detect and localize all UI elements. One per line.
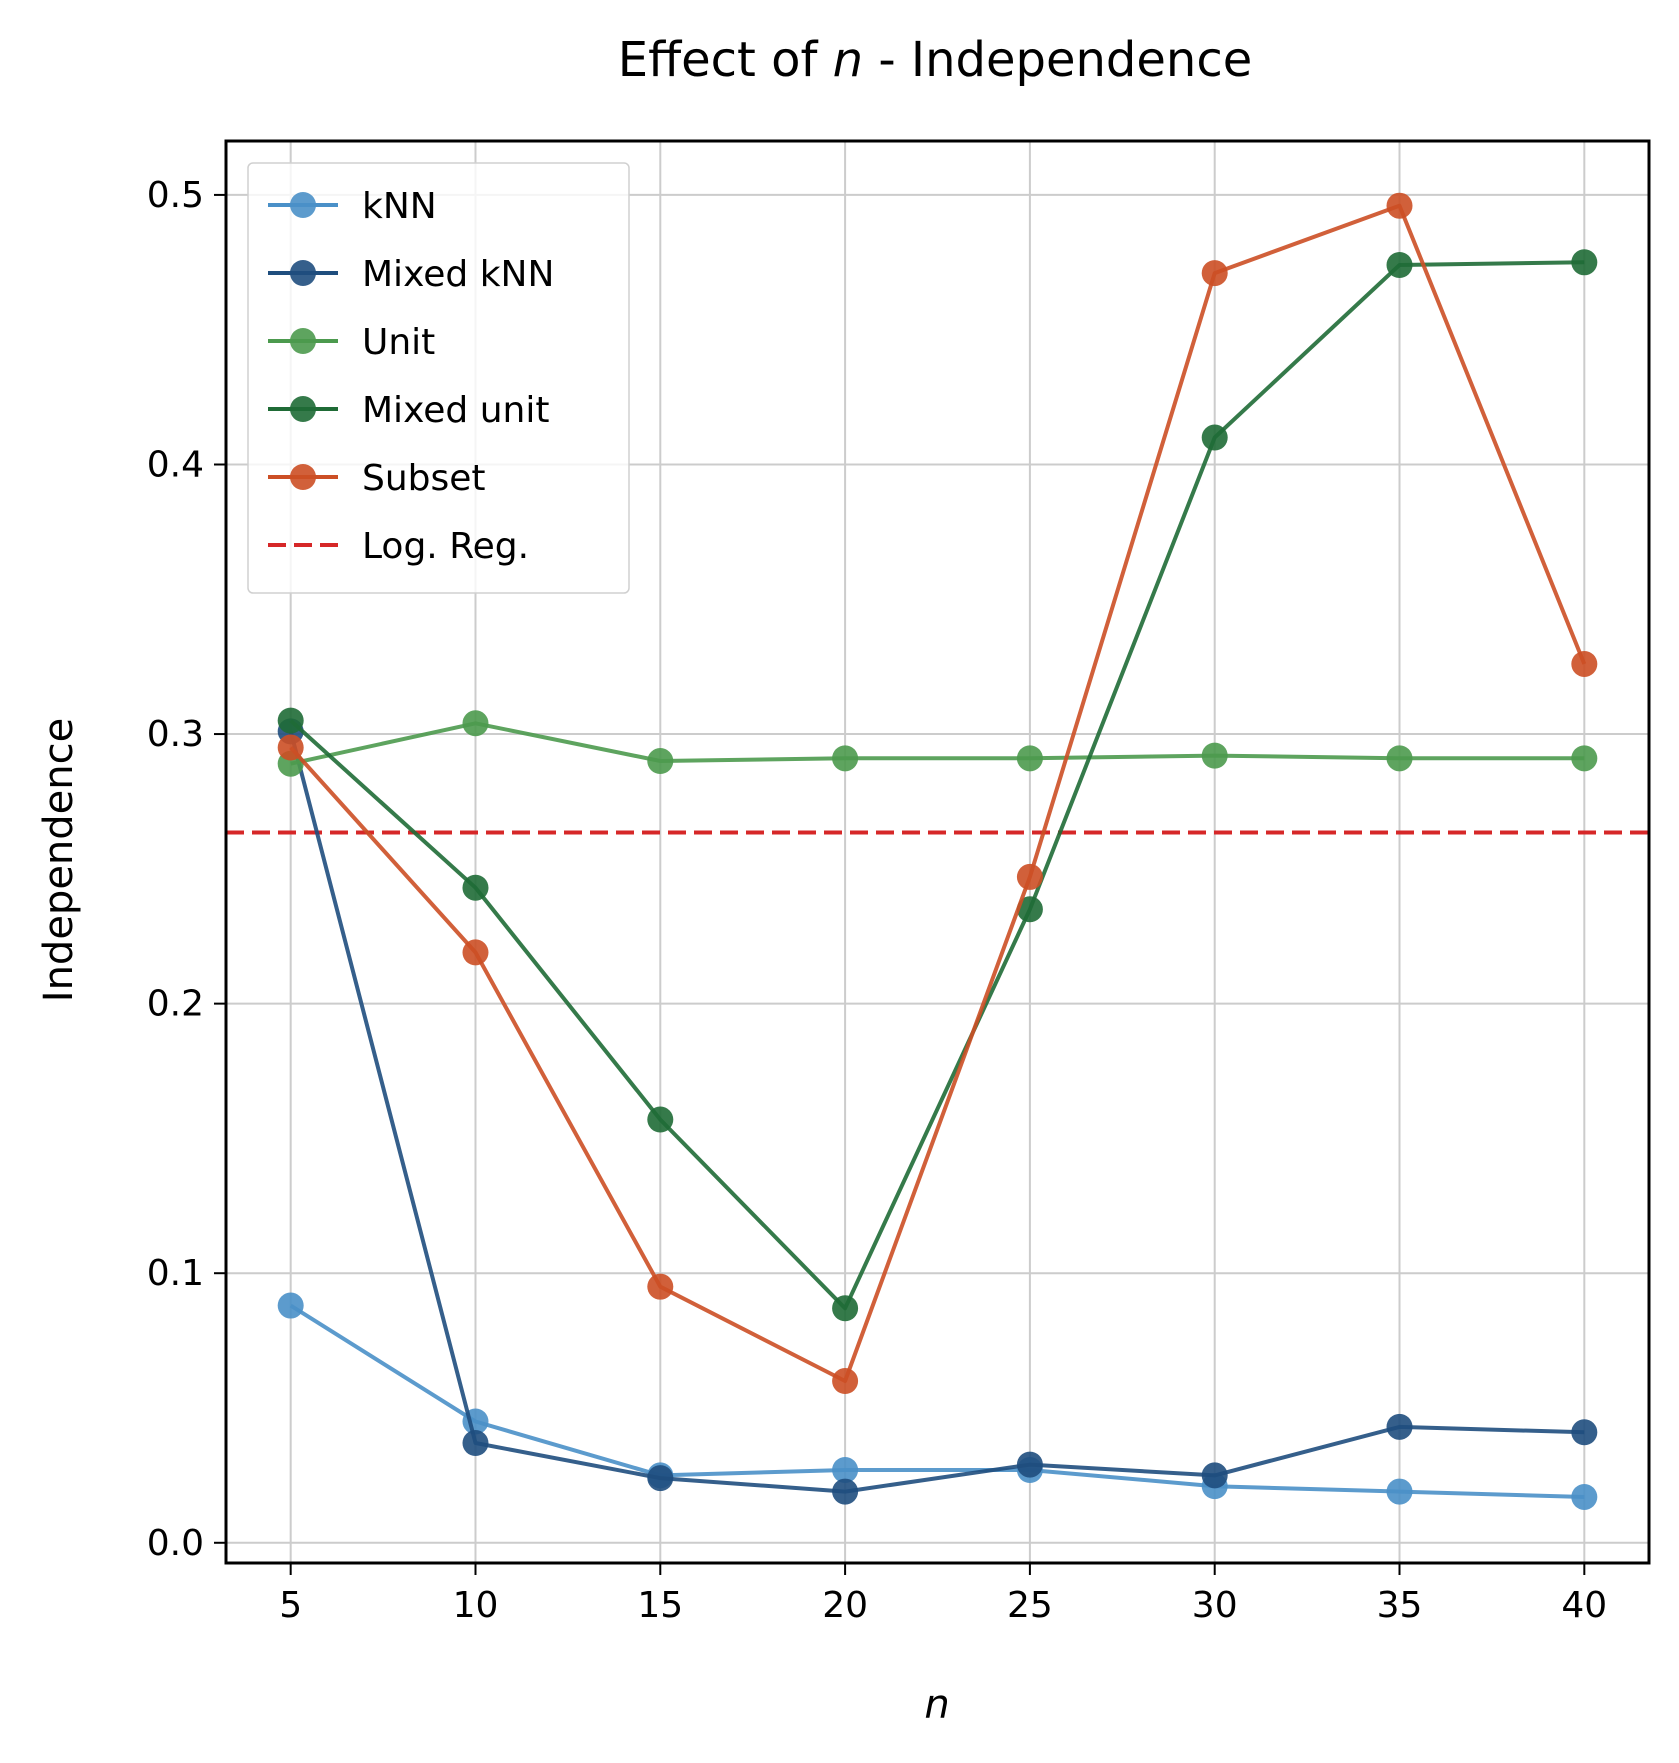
legend-label: Mixed unit: [362, 390, 549, 431]
x-axis: 5 10 15 20 25 30 35 40: [279, 1563, 1607, 1626]
data-point-knn: [277, 1292, 304, 1319]
x-tick-label: 5: [279, 1585, 302, 1626]
legend-label: Mixed kNN: [362, 254, 554, 295]
data-point-mixed-unit: [1386, 252, 1413, 279]
data-point-unit: [647, 748, 674, 775]
grid: [226, 141, 1649, 1563]
data-point-mixed-unit: [462, 874, 489, 901]
legend-label: Unit: [362, 322, 435, 363]
legend-box: [247, 162, 630, 594]
x-tick-label: 15: [637, 1585, 683, 1626]
data-point-subset: [647, 1273, 674, 1300]
legend-swatch-marker: [290, 396, 316, 422]
data-point-unit: [832, 745, 859, 772]
legend-item-unit: Unit: [268, 322, 435, 363]
legend-swatch-marker: [290, 328, 316, 354]
data-point-unit: [462, 710, 489, 737]
data-point-mixed-knn: [462, 1430, 489, 1457]
legend-item-mixed-unit: Mixed unit: [268, 390, 549, 431]
data-point-mixed-knn: [1201, 1462, 1228, 1489]
data-point-knn: [1386, 1478, 1413, 1505]
data-point-mixed-unit: [832, 1295, 859, 1322]
series-line-subset: [289, 203, 1587, 1383]
x-tick-label: 35: [1377, 1585, 1423, 1626]
data-point-unit: [1201, 742, 1228, 769]
legend-swatch-marker: [290, 464, 316, 490]
series-unit: [277, 710, 1598, 777]
data-point-knn: [1571, 1483, 1598, 1510]
series-layer: [277, 192, 1598, 1510]
legend-item-knn: kNN: [268, 186, 437, 227]
data-point-mixed-unit: [647, 1106, 674, 1133]
legend-swatch-marker: [290, 192, 316, 218]
y-tick-label: 0.4: [147, 444, 204, 485]
data-point-mixed-knn: [1016, 1451, 1043, 1478]
series-line-mixed-unit: [289, 260, 1585, 1311]
legend-label: Subset: [362, 458, 486, 499]
y-tick-label: 0.0: [147, 1523, 204, 1564]
data-point-subset: [1571, 650, 1598, 677]
data-point-mixed-unit: [1016, 896, 1043, 923]
data-point-unit: [1386, 745, 1413, 772]
y-tick-label: 0.2: [147, 984, 204, 1025]
data-point-mixed-knn: [832, 1478, 859, 1505]
series-line-mixed-knn: [288, 730, 1585, 1494]
data-point-subset: [1201, 260, 1228, 287]
y-axis-title: Independence: [36, 718, 82, 1002]
x-tick-label: 25: [1007, 1585, 1053, 1626]
legend: kNN Mixed kNN Unit Mixed unit Subset Log. Reg…: [247, 162, 630, 594]
legend-label: Log. Reg.: [362, 526, 529, 567]
data-point-unit: [1571, 745, 1598, 772]
series-mixed-unit: [277, 249, 1598, 1322]
legend-item-log-reg-: Log. Reg.: [268, 526, 529, 567]
plot-frame: [224, 139, 1651, 1565]
x-tick-label: 40: [1561, 1585, 1607, 1626]
data-point-subset: [277, 734, 304, 761]
data-point-mixed-knn: [1571, 1419, 1598, 1446]
data-point-mixed-unit: [277, 707, 304, 734]
data-point-unit: [1016, 745, 1043, 772]
series-subset: [277, 192, 1598, 1395]
legend-item-subset: Subset: [268, 458, 486, 499]
legend-swatch-marker: [290, 260, 316, 286]
y-tick-label: 0.5: [147, 175, 204, 216]
data-point-subset: [462, 939, 489, 966]
y-axis: 0.0 0.1 0.2 0.3 0.4 0.5: [147, 175, 226, 1564]
data-point-mixed-unit: [1201, 424, 1228, 451]
legend-item-mixed-knn: Mixed kNN: [268, 254, 554, 295]
data-point-subset: [1386, 192, 1413, 219]
data-point-subset: [1016, 863, 1043, 890]
data-point-knn: [832, 1456, 859, 1483]
y-tick-label: 0.1: [147, 1253, 204, 1294]
series-line-knn: [289, 1303, 1585, 1499]
chart-title: Effect of n - Independence: [618, 32, 1253, 88]
data-point-mixed-unit: [1571, 249, 1598, 276]
x-tick-label: 10: [453, 1585, 499, 1626]
x-axis-title: n: [924, 1682, 949, 1728]
data-point-mixed-knn: [647, 1465, 674, 1492]
x-tick-label: 30: [1192, 1585, 1238, 1626]
legend-label: kNN: [362, 186, 437, 227]
series-line-unit: [290, 721, 1585, 766]
x-tick-label: 20: [822, 1585, 868, 1626]
data-point-subset: [832, 1368, 859, 1395]
data-point-mixed-knn: [1386, 1413, 1413, 1440]
y-tick-label: 0.3: [147, 714, 204, 755]
